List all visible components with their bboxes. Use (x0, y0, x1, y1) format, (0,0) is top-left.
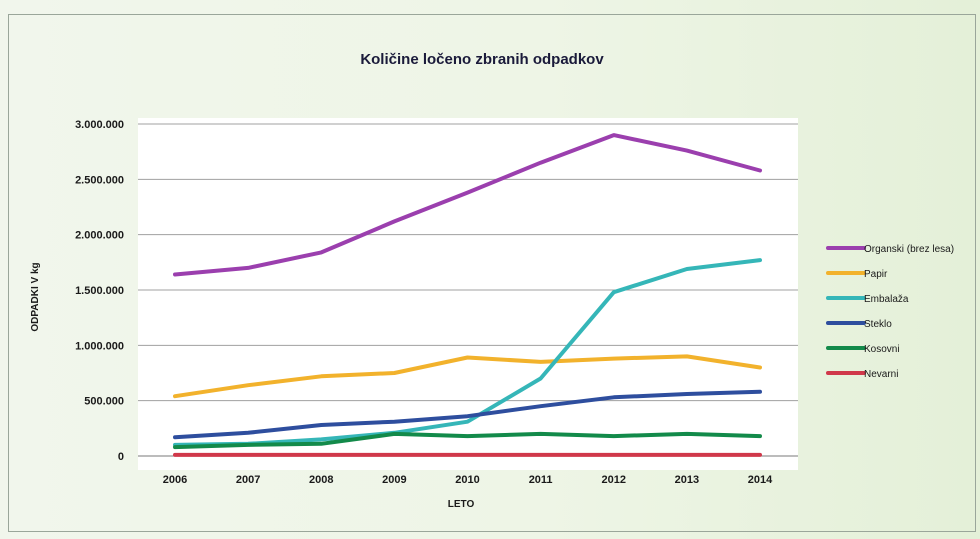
series-line (173, 133, 762, 277)
y-tick-label: 1.000.000 (75, 340, 124, 352)
x-tick-label: 2007 (236, 474, 260, 486)
x-tick-label: 2008 (309, 474, 333, 486)
series-line (173, 389, 762, 440)
legend-label: Steklo (864, 319, 892, 330)
y-axis-ticks: 0 500.000 1.000.000 1.500.000 2.000.000 2.500… (75, 119, 124, 463)
y-tick-label: 2.000.000 (75, 230, 124, 242)
x-axis-label: LETO (448, 499, 475, 510)
x-tick-label: 2012 (602, 474, 626, 486)
x-tick-label: 2013 (675, 474, 699, 486)
legend-label: Organski (brez lesa) (864, 244, 954, 255)
legend: Organski (brez lesa) Papir Embalaža Steklo K… (826, 244, 954, 380)
x-tick-label: 2006 (163, 474, 187, 486)
x-tick-label: 2009 (382, 474, 406, 486)
y-tick-label: 3.000.000 (75, 119, 124, 131)
legend-label: Kosovni (864, 344, 900, 355)
y-tick-label: 0 (118, 451, 124, 463)
legend-label: Nevarni (864, 369, 898, 380)
gridlines (138, 123, 798, 457)
chart-title: Količine ločeno zbranih odpadkov (360, 51, 604, 68)
series-line (173, 258, 762, 447)
x-tick-label: 2014 (748, 474, 773, 486)
series-line (173, 354, 762, 399)
x-tick-label: 2011 (529, 474, 553, 486)
x-tick-label: 2010 (455, 474, 479, 486)
y-axis-label: ODPADKI V kg (30, 262, 41, 331)
series-line (173, 431, 762, 450)
chart-frame (8, 14, 976, 532)
y-tick-label: 2.500.000 (75, 174, 124, 186)
y-tick-label: 500.000 (84, 396, 124, 408)
legend-label: Papir (864, 269, 888, 280)
legend-label: Embalaža (864, 294, 909, 305)
x-axis-ticks: 2006 2007 2008 2009 2010 2011 2012 2013 2014 (163, 474, 773, 486)
series-lines (173, 133, 762, 457)
y-tick-label: 1.500.000 (75, 285, 124, 297)
plot-area (138, 118, 798, 470)
